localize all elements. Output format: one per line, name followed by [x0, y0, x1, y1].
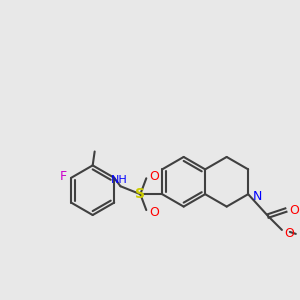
Text: O: O: [284, 227, 294, 240]
Text: O: O: [149, 206, 159, 219]
Text: NH: NH: [111, 175, 128, 185]
Text: O: O: [149, 170, 159, 183]
Text: F: F: [60, 170, 67, 183]
Text: N: N: [253, 190, 262, 203]
Text: S: S: [135, 187, 145, 201]
Text: O: O: [289, 204, 299, 217]
